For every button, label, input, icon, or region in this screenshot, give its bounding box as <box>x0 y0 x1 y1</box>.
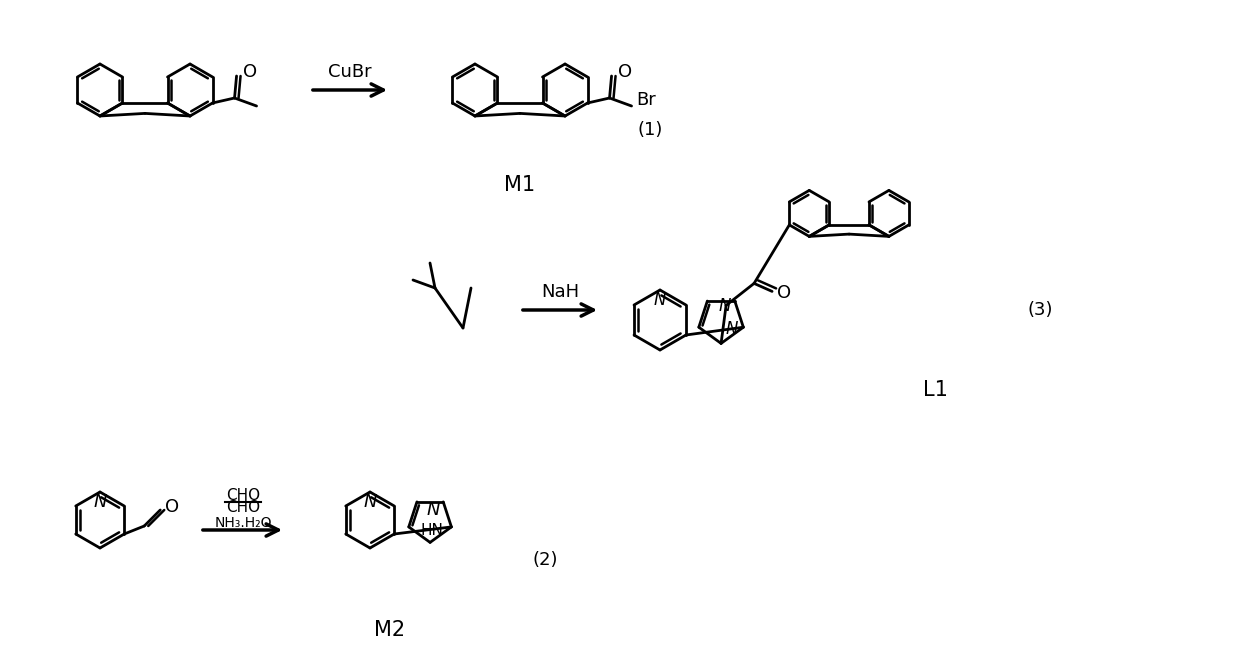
Text: M2: M2 <box>374 620 405 640</box>
Text: N: N <box>93 493 107 511</box>
Text: NaH: NaH <box>541 283 579 301</box>
Text: CHO: CHO <box>226 500 260 516</box>
Text: N: N <box>427 501 440 519</box>
Text: CHO: CHO <box>226 488 260 502</box>
Text: NH₃.H₂O: NH₃.H₂O <box>215 516 272 530</box>
Text: HN: HN <box>420 523 444 538</box>
Text: (3): (3) <box>1027 301 1053 319</box>
Text: (1): (1) <box>637 121 662 139</box>
Text: N: N <box>363 493 377 511</box>
Text: L1: L1 <box>923 380 947 400</box>
Text: O: O <box>777 284 791 302</box>
Text: M1: M1 <box>505 175 536 195</box>
Text: N: N <box>653 291 666 309</box>
Text: N: N <box>725 320 738 338</box>
Text: N: N <box>719 297 732 315</box>
Text: O: O <box>243 63 258 81</box>
Text: O: O <box>165 498 180 516</box>
Text: O: O <box>619 63 632 81</box>
Text: Br: Br <box>636 91 656 109</box>
Text: (2): (2) <box>532 551 558 569</box>
Text: CuBr: CuBr <box>329 63 372 81</box>
